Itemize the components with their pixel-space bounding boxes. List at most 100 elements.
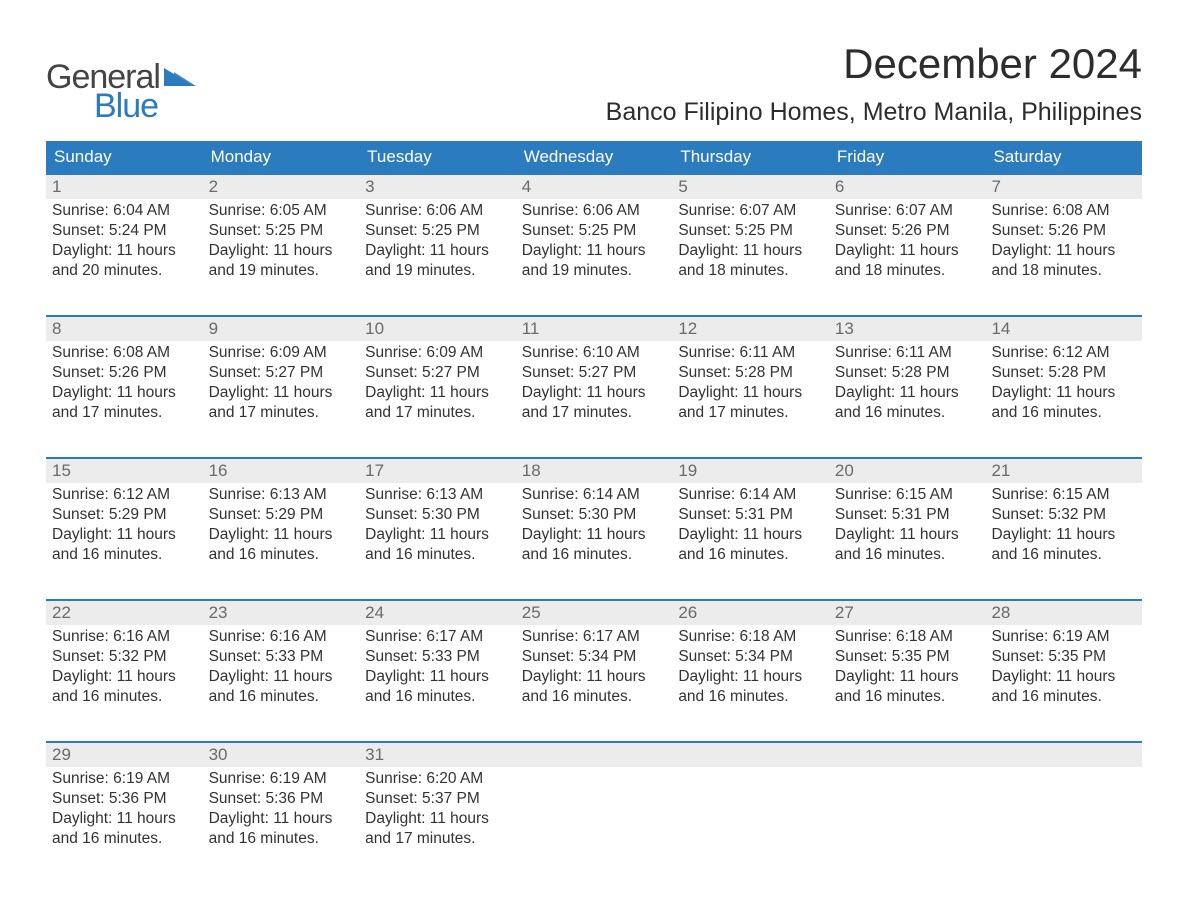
weekday-header: Friday <box>829 141 986 173</box>
day-number-row: 22 <box>46 601 203 625</box>
day-number: 22 <box>46 601 203 625</box>
day-number-row: 29 <box>46 743 203 767</box>
day-number: 25 <box>516 601 673 625</box>
day-number-row: 25 <box>516 601 673 625</box>
daylight-line: Daylight: 11 hours and 18 minutes. <box>678 241 823 281</box>
day-number: 15 <box>46 459 203 483</box>
calendar: SundayMondayTuesdayWednesdayThursdayFrid… <box>46 141 1142 859</box>
day-number: 11 <box>516 317 673 341</box>
month-title: December 2024 <box>606 40 1142 88</box>
day-cell: 8Sunrise: 6:08 AMSunset: 5:26 PMDaylight… <box>46 317 203 433</box>
day-number: 9 <box>203 317 360 341</box>
weekday-header: Saturday <box>985 141 1142 173</box>
day-number: 20 <box>829 459 986 483</box>
day-cell: 11Sunrise: 6:10 AMSunset: 5:27 PMDayligh… <box>516 317 673 433</box>
day-body: Sunrise: 6:16 AMSunset: 5:33 PMDaylight:… <box>203 625 360 712</box>
daylight-line: Daylight: 11 hours and 16 minutes. <box>52 667 197 707</box>
day-number-row: 30 <box>203 743 360 767</box>
sunrise-line: Sunrise: 6:08 AM <box>52 343 197 363</box>
week-row: 29Sunrise: 6:19 AMSunset: 5:36 PMDayligh… <box>46 741 1142 859</box>
day-number: 12 <box>672 317 829 341</box>
day-number: 13 <box>829 317 986 341</box>
sunset-line: Sunset: 5:34 PM <box>522 647 667 667</box>
sunrise-line: Sunrise: 6:09 AM <box>365 343 510 363</box>
day-number: 6 <box>829 175 986 199</box>
daylight-line: Daylight: 11 hours and 17 minutes. <box>365 809 510 849</box>
day-body: Sunrise: 6:08 AMSunset: 5:26 PMDaylight:… <box>985 199 1142 286</box>
day-number: 8 <box>46 317 203 341</box>
daylight-line: Daylight: 11 hours and 16 minutes. <box>991 525 1136 565</box>
sunset-line: Sunset: 5:37 PM <box>365 789 510 809</box>
day-cell: . <box>829 743 986 859</box>
sunrise-line: Sunrise: 6:11 AM <box>835 343 980 363</box>
day-body: Sunrise: 6:18 AMSunset: 5:34 PMDaylight:… <box>672 625 829 712</box>
day-number-row: 28 <box>985 601 1142 625</box>
sunset-line: Sunset: 5:28 PM <box>678 363 823 383</box>
day-body: Sunrise: 6:07 AMSunset: 5:25 PMDaylight:… <box>672 199 829 286</box>
sunset-line: Sunset: 5:25 PM <box>522 221 667 241</box>
sunrise-line: Sunrise: 6:06 AM <box>365 201 510 221</box>
sunset-line: Sunset: 5:29 PM <box>52 505 197 525</box>
day-number-row: 1 <box>46 175 203 199</box>
day-cell: 16Sunrise: 6:13 AMSunset: 5:29 PMDayligh… <box>203 459 360 575</box>
day-cell: . <box>672 743 829 859</box>
day-number-row: 4 <box>516 175 673 199</box>
day-body: Sunrise: 6:15 AMSunset: 5:32 PMDaylight:… <box>985 483 1142 570</box>
daylight-line: Daylight: 11 hours and 16 minutes. <box>835 383 980 423</box>
day-cell: 28Sunrise: 6:19 AMSunset: 5:35 PMDayligh… <box>985 601 1142 717</box>
week-row: 15Sunrise: 6:12 AMSunset: 5:29 PM Dayligh… <box>46 457 1142 575</box>
location: Banco Filipino Homes, Metro Manila, Phil… <box>606 98 1142 127</box>
weekday-header: Wednesday <box>516 141 673 173</box>
sunrise-line: Sunrise: 6:17 AM <box>365 627 510 647</box>
sunrise-line: Sunrise: 6:19 AM <box>209 769 354 789</box>
sunrise-line: Sunrise: 6:15 AM <box>835 485 980 505</box>
day-number-row: . <box>516 743 673 767</box>
sunrise-line: Sunrise: 6:08 AM <box>991 201 1136 221</box>
daylight-line: Daylight: 11 hours and 16 minutes. <box>991 667 1136 707</box>
weekday-header: Monday <box>203 141 360 173</box>
sunset-line: Sunset: 5:25 PM <box>209 221 354 241</box>
week-row: 1Sunrise: 6:04 AMSunset: 5:24 PMDaylight… <box>46 173 1142 291</box>
sunset-line: Sunset: 5:26 PM <box>52 363 197 383</box>
sunset-line: Sunset: 5:27 PM <box>209 363 354 383</box>
day-number-row: . <box>829 743 986 767</box>
daylight-line: Daylight: 11 hours and 16 minutes. <box>209 667 354 707</box>
daylight-line: Daylight: 11 hours and 16 minutes. <box>678 525 823 565</box>
day-number: 27 <box>829 601 986 625</box>
sunrise-line: Sunrise: 6:16 AM <box>209 627 354 647</box>
day-body: Sunrise: 6:08 AMSunset: 5:26 PMDaylight:… <box>46 341 203 428</box>
sunset-line: Sunset: 5:32 PM <box>52 647 197 667</box>
day-number-row: 10 <box>359 317 516 341</box>
day-cell: 22Sunrise: 6:16 AMSunset: 5:32 PMDayligh… <box>46 601 203 717</box>
day-number-row: . <box>672 743 829 767</box>
day-body: Sunrise: 6:13 AMSunset: 5:29 PMDaylight:… <box>203 483 360 570</box>
weekday-header: Sunday <box>46 141 203 173</box>
day-body: Sunrise: 6:19 AMSunset: 5:35 PMDaylight:… <box>985 625 1142 712</box>
day-number-row: 31 <box>359 743 516 767</box>
sunrise-line: Sunrise: 6:09 AM <box>209 343 354 363</box>
daylight-line: Daylight: 11 hours and 16 minutes. <box>835 525 980 565</box>
day-body: Sunrise: 6:16 AMSunset: 5:32 PMDaylight:… <box>46 625 203 712</box>
day-body: Sunrise: 6:09 AMSunset: 5:27 PMDaylight:… <box>359 341 516 428</box>
sunrise-line: Sunrise: 6:06 AM <box>522 201 667 221</box>
logo: General Blue <box>46 58 198 126</box>
day-number: 5 <box>672 175 829 199</box>
day-number: 1 <box>46 175 203 199</box>
sunrise-line: Sunrise: 6:12 AM <box>52 485 197 505</box>
day-cell: 13Sunrise: 6:11 AMSunset: 5:28 PMDayligh… <box>829 317 986 433</box>
sunrise-line: Sunrise: 6:20 AM <box>365 769 510 789</box>
sunset-line: Sunset: 5:28 PM <box>835 363 980 383</box>
day-number-row: 14 <box>985 317 1142 341</box>
daylight-line: Daylight: 11 hours and 16 minutes. <box>365 525 510 565</box>
sunset-line: Sunset: 5:25 PM <box>365 221 510 241</box>
sunset-line: Sunset: 5:36 PM <box>52 789 197 809</box>
day-number: 10 <box>359 317 516 341</box>
day-body: Sunrise: 6:17 AMSunset: 5:34 PMDaylight:… <box>516 625 673 712</box>
sunset-line: Sunset: 5:32 PM <box>991 505 1136 525</box>
sunset-line: Sunset: 5:31 PM <box>835 505 980 525</box>
sunset-line: Sunset: 5:27 PM <box>522 363 667 383</box>
sunrise-line: Sunrise: 6:15 AM <box>991 485 1136 505</box>
day-cell: 3Sunrise: 6:06 AMSunset: 5:25 PMDaylight… <box>359 175 516 291</box>
day-cell: 19Sunrise: 6:14 AMSunset: 5:31 PMDayligh… <box>672 459 829 575</box>
sunset-line: Sunset: 5:36 PM <box>209 789 354 809</box>
